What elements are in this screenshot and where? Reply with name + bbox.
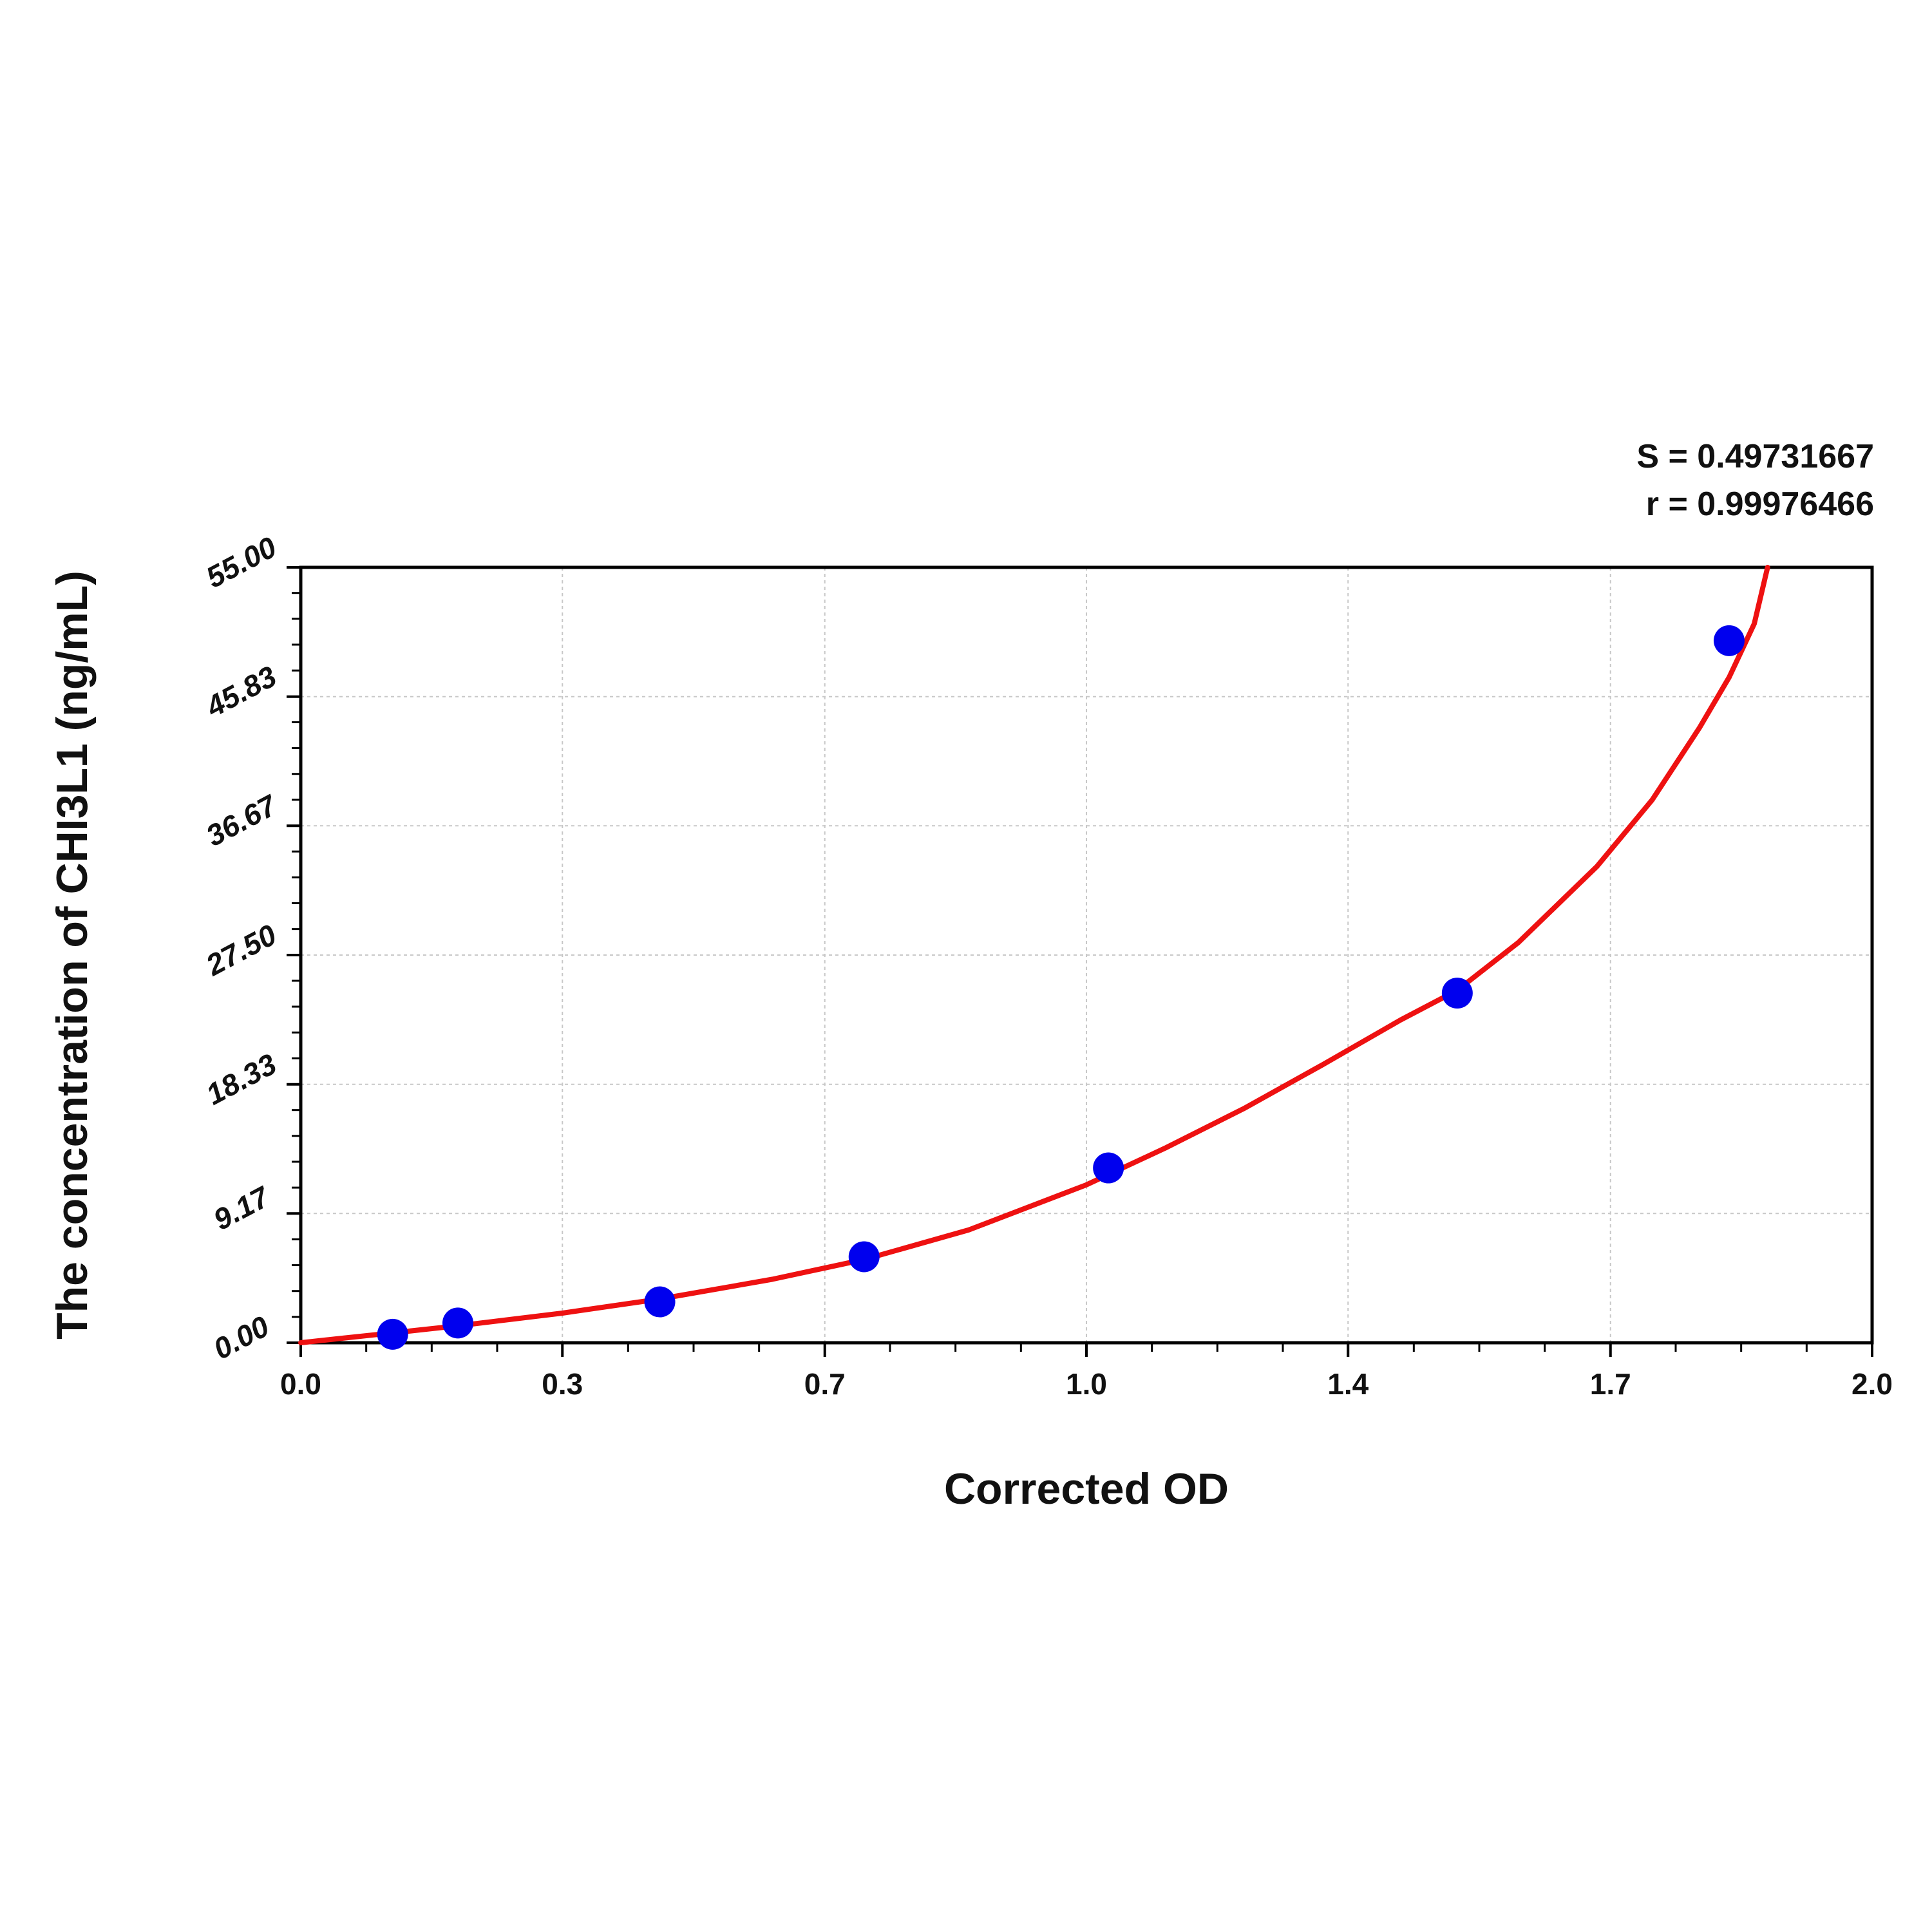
x-tick-label: 0.0 xyxy=(280,1367,321,1401)
x-tick-label: 1.7 xyxy=(1590,1367,1631,1401)
x-tick-label: 1.4 xyxy=(1327,1367,1368,1401)
data-point xyxy=(644,1286,676,1318)
grid xyxy=(301,567,1872,1343)
fit-curve xyxy=(298,565,1770,1345)
x-axis-title: Corrected OD xyxy=(944,1464,1229,1513)
fit-curve-line xyxy=(298,565,1770,1345)
data-point xyxy=(848,1241,880,1273)
data-points xyxy=(377,625,1745,1350)
data-point xyxy=(442,1307,473,1339)
data-point xyxy=(1093,1152,1124,1184)
data-point xyxy=(1441,978,1473,1009)
r-value-annotation: r = 0.99976466 xyxy=(1646,486,1874,523)
y-axis-title: The concentration of CHI3L1 (ng/mL) xyxy=(48,571,97,1340)
x-tick-label: 0.7 xyxy=(804,1367,846,1401)
x-axis: 0.0 0.3 0.7 1.0 1.4 1.7 2.0 xyxy=(280,1343,1893,1401)
x-tick-label: 0.3 xyxy=(542,1367,583,1401)
x-tick-label: 1.0 xyxy=(1066,1367,1107,1401)
data-point xyxy=(377,1318,408,1350)
data-point xyxy=(1713,625,1745,656)
s-value-annotation: S = 0.49731667 xyxy=(1636,438,1874,475)
x-tick-label: 2.0 xyxy=(1852,1367,1893,1401)
